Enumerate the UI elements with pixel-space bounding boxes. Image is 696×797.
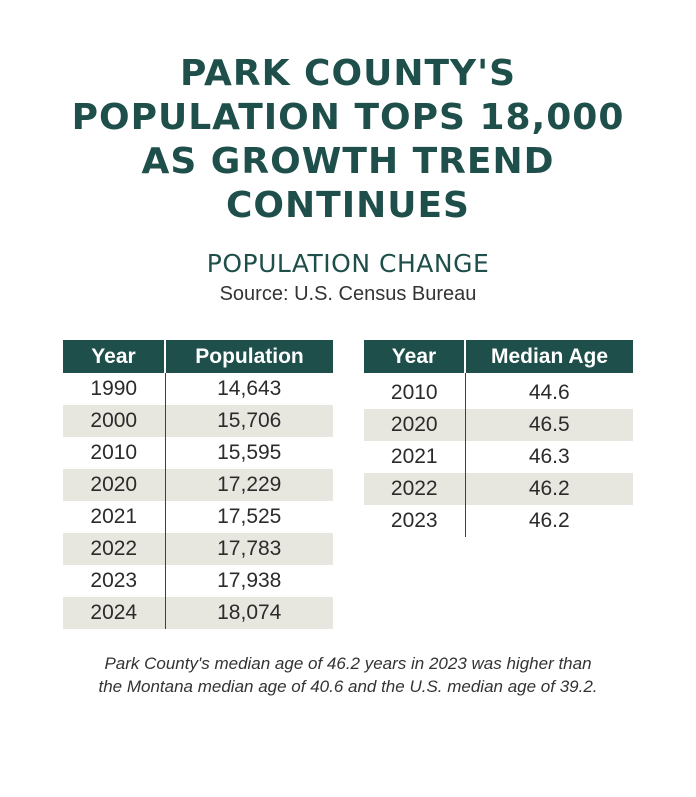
table-row: 2021 17,525 bbox=[63, 501, 333, 533]
year-cell: 2021 bbox=[364, 441, 466, 473]
year-cell: 2023 bbox=[63, 565, 166, 597]
population-table-header-year: Year bbox=[63, 340, 166, 373]
median-age-table-header-row: Year Median Age bbox=[364, 340, 633, 373]
median-age-cell: 46.2 bbox=[465, 473, 633, 505]
table-row: 2023 46.2 bbox=[364, 505, 633, 537]
table-row: 1990 14,643 bbox=[63, 373, 333, 405]
year-cell: 1990 bbox=[63, 373, 166, 405]
year-cell: 2023 bbox=[364, 505, 466, 537]
footnote: Park County's median age of 46.2 years i… bbox=[0, 652, 696, 698]
population-cell: 17,938 bbox=[217, 569, 282, 592]
footnote-line-2: the Montana median age of 40.6 and the U… bbox=[98, 677, 598, 696]
population-cell: 15,706 bbox=[165, 405, 333, 437]
footnote-line-1: Park County's median age of 46.2 years i… bbox=[104, 654, 592, 673]
median-age-cell: 46.2 bbox=[528, 509, 570, 532]
year-cell: 2010 bbox=[364, 373, 466, 409]
table-row: 2010 44.6 bbox=[364, 373, 633, 409]
table-row: 2022 46.2 bbox=[364, 473, 633, 505]
median-age-cell: 44.6 bbox=[528, 381, 570, 404]
year-cell: 2021 bbox=[63, 501, 166, 533]
median-age-cell: 46.3 bbox=[528, 445, 570, 468]
table-row: 2024 18,074 bbox=[63, 597, 333, 629]
population-table: Year Population 1990 14,643 2000 15,706 … bbox=[63, 340, 333, 629]
chart-subtitle: POPULATION CHANGE bbox=[206, 249, 490, 278]
median-age-table-header-median-age: Median Age bbox=[465, 340, 633, 373]
year-cell: 2010 bbox=[63, 437, 166, 469]
population-table-header-population: Population bbox=[165, 340, 333, 373]
population-cell: 15,595 bbox=[217, 441, 282, 464]
year-cell: 2020 bbox=[364, 409, 466, 441]
table-row: 2023 17,938 bbox=[63, 565, 333, 597]
table-row: 2000 15,706 bbox=[63, 405, 333, 437]
population-table-header-row: Year Population bbox=[63, 340, 333, 373]
source-note: Source: U.S. Census Bureau bbox=[219, 283, 477, 305]
population-cell: 17,525 bbox=[217, 505, 282, 528]
year-cell: 2000 bbox=[63, 405, 166, 437]
population-cell: 17,783 bbox=[165, 533, 333, 565]
median-age-cell: 46.5 bbox=[465, 409, 633, 441]
year-cell: 2020 bbox=[63, 469, 166, 501]
population-cell: 14,643 bbox=[217, 377, 282, 400]
year-cell: 2024 bbox=[63, 597, 166, 629]
median-age-table-header-year: Year bbox=[364, 340, 466, 373]
median-age-table: Year Median Age 2010 44.6 2020 46.5 2021… bbox=[364, 340, 633, 537]
headline-line-3: AS GROWTH TREND bbox=[141, 141, 555, 182]
headline-line-2: POPULATION TOPS 18,000 bbox=[71, 97, 625, 138]
population-cell: 17,229 bbox=[165, 469, 333, 501]
table-row: 2022 17,783 bbox=[63, 533, 333, 565]
headline-line-4: CONTINUES bbox=[226, 185, 470, 226]
table-row: 2020 46.5 bbox=[364, 409, 633, 441]
year-cell: 2022 bbox=[364, 473, 466, 505]
table-row: 2020 17,229 bbox=[63, 469, 333, 501]
headline: PARK COUNTY'S POPULATION TOPS 18,000 AS … bbox=[0, 52, 696, 228]
table-row: 2021 46.3 bbox=[364, 441, 633, 473]
table-row: 2010 15,595 bbox=[63, 437, 333, 469]
headline-line-1: PARK COUNTY'S bbox=[179, 53, 517, 94]
year-cell: 2022 bbox=[63, 533, 166, 565]
population-cell: 18,074 bbox=[165, 597, 333, 629]
